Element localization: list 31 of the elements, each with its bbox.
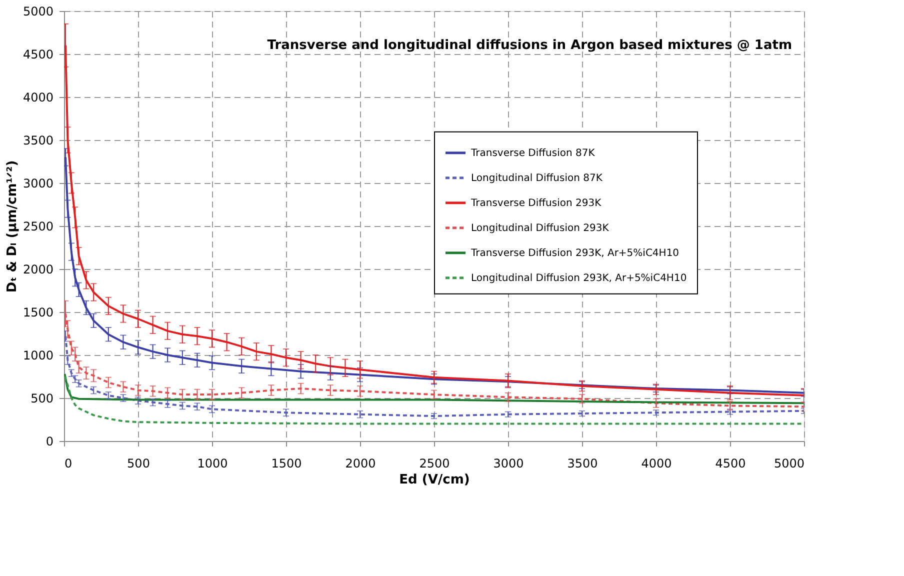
- x-tick-label: 0: [64, 456, 72, 470]
- x-tick-label: 1000: [197, 456, 228, 470]
- legend-label: Longitudinal Diffusion 293K: [471, 222, 610, 234]
- y-tick-label: 1000: [22, 348, 54, 362]
- y-tick-label: 4000: [22, 90, 54, 104]
- y-axis-title: Dₜ & Dₗ (µm/cm¹ᐟ²): [4, 160, 20, 293]
- legend-label: Transverse Diffusion 293K: [470, 198, 602, 209]
- y-tick-label: 1500: [22, 306, 54, 320]
- x-tick-label: 1500: [271, 456, 302, 470]
- y-tick-label: 4500: [22, 48, 54, 62]
- y-tick-label: 2000: [22, 262, 54, 276]
- legend-label: Longitudinal Diffusion 293K, Ar+5%iC4H10: [471, 272, 687, 284]
- y-tick-label: 5000: [22, 4, 54, 18]
- x-tick-label: 4000: [641, 456, 672, 470]
- x-axis-title: Ed (V/cm): [399, 472, 470, 488]
- x-tick-label: 2000: [345, 456, 376, 470]
- legend-label: Transverse Diffusion 293K, Ar+5%iC4H10: [470, 248, 680, 259]
- y-tick-label: 0: [46, 434, 54, 448]
- x-tick-label: 5000: [774, 456, 804, 470]
- x-tick-label: 4500: [715, 456, 746, 470]
- x-tick-label: 3000: [493, 456, 524, 470]
- text: Transverse and longitudinal diffusions in Argon based mixtures @ 1atm: [267, 38, 792, 53]
- legend-label: Longitudinal Diffusion 87K: [471, 172, 603, 184]
- y-tick-label: 3000: [22, 176, 54, 190]
- y-tick-label: 3500: [22, 134, 54, 148]
- y-tick-label: 500: [30, 392, 54, 406]
- x-tick-label: 3500: [567, 456, 598, 470]
- x-tick-label: 500: [127, 456, 150, 470]
- legend-label: Transverse Diffusion 87K: [470, 148, 596, 159]
- x-tick-label: 2500: [419, 456, 450, 470]
- y-tick-label: 2500: [22, 220, 54, 234]
